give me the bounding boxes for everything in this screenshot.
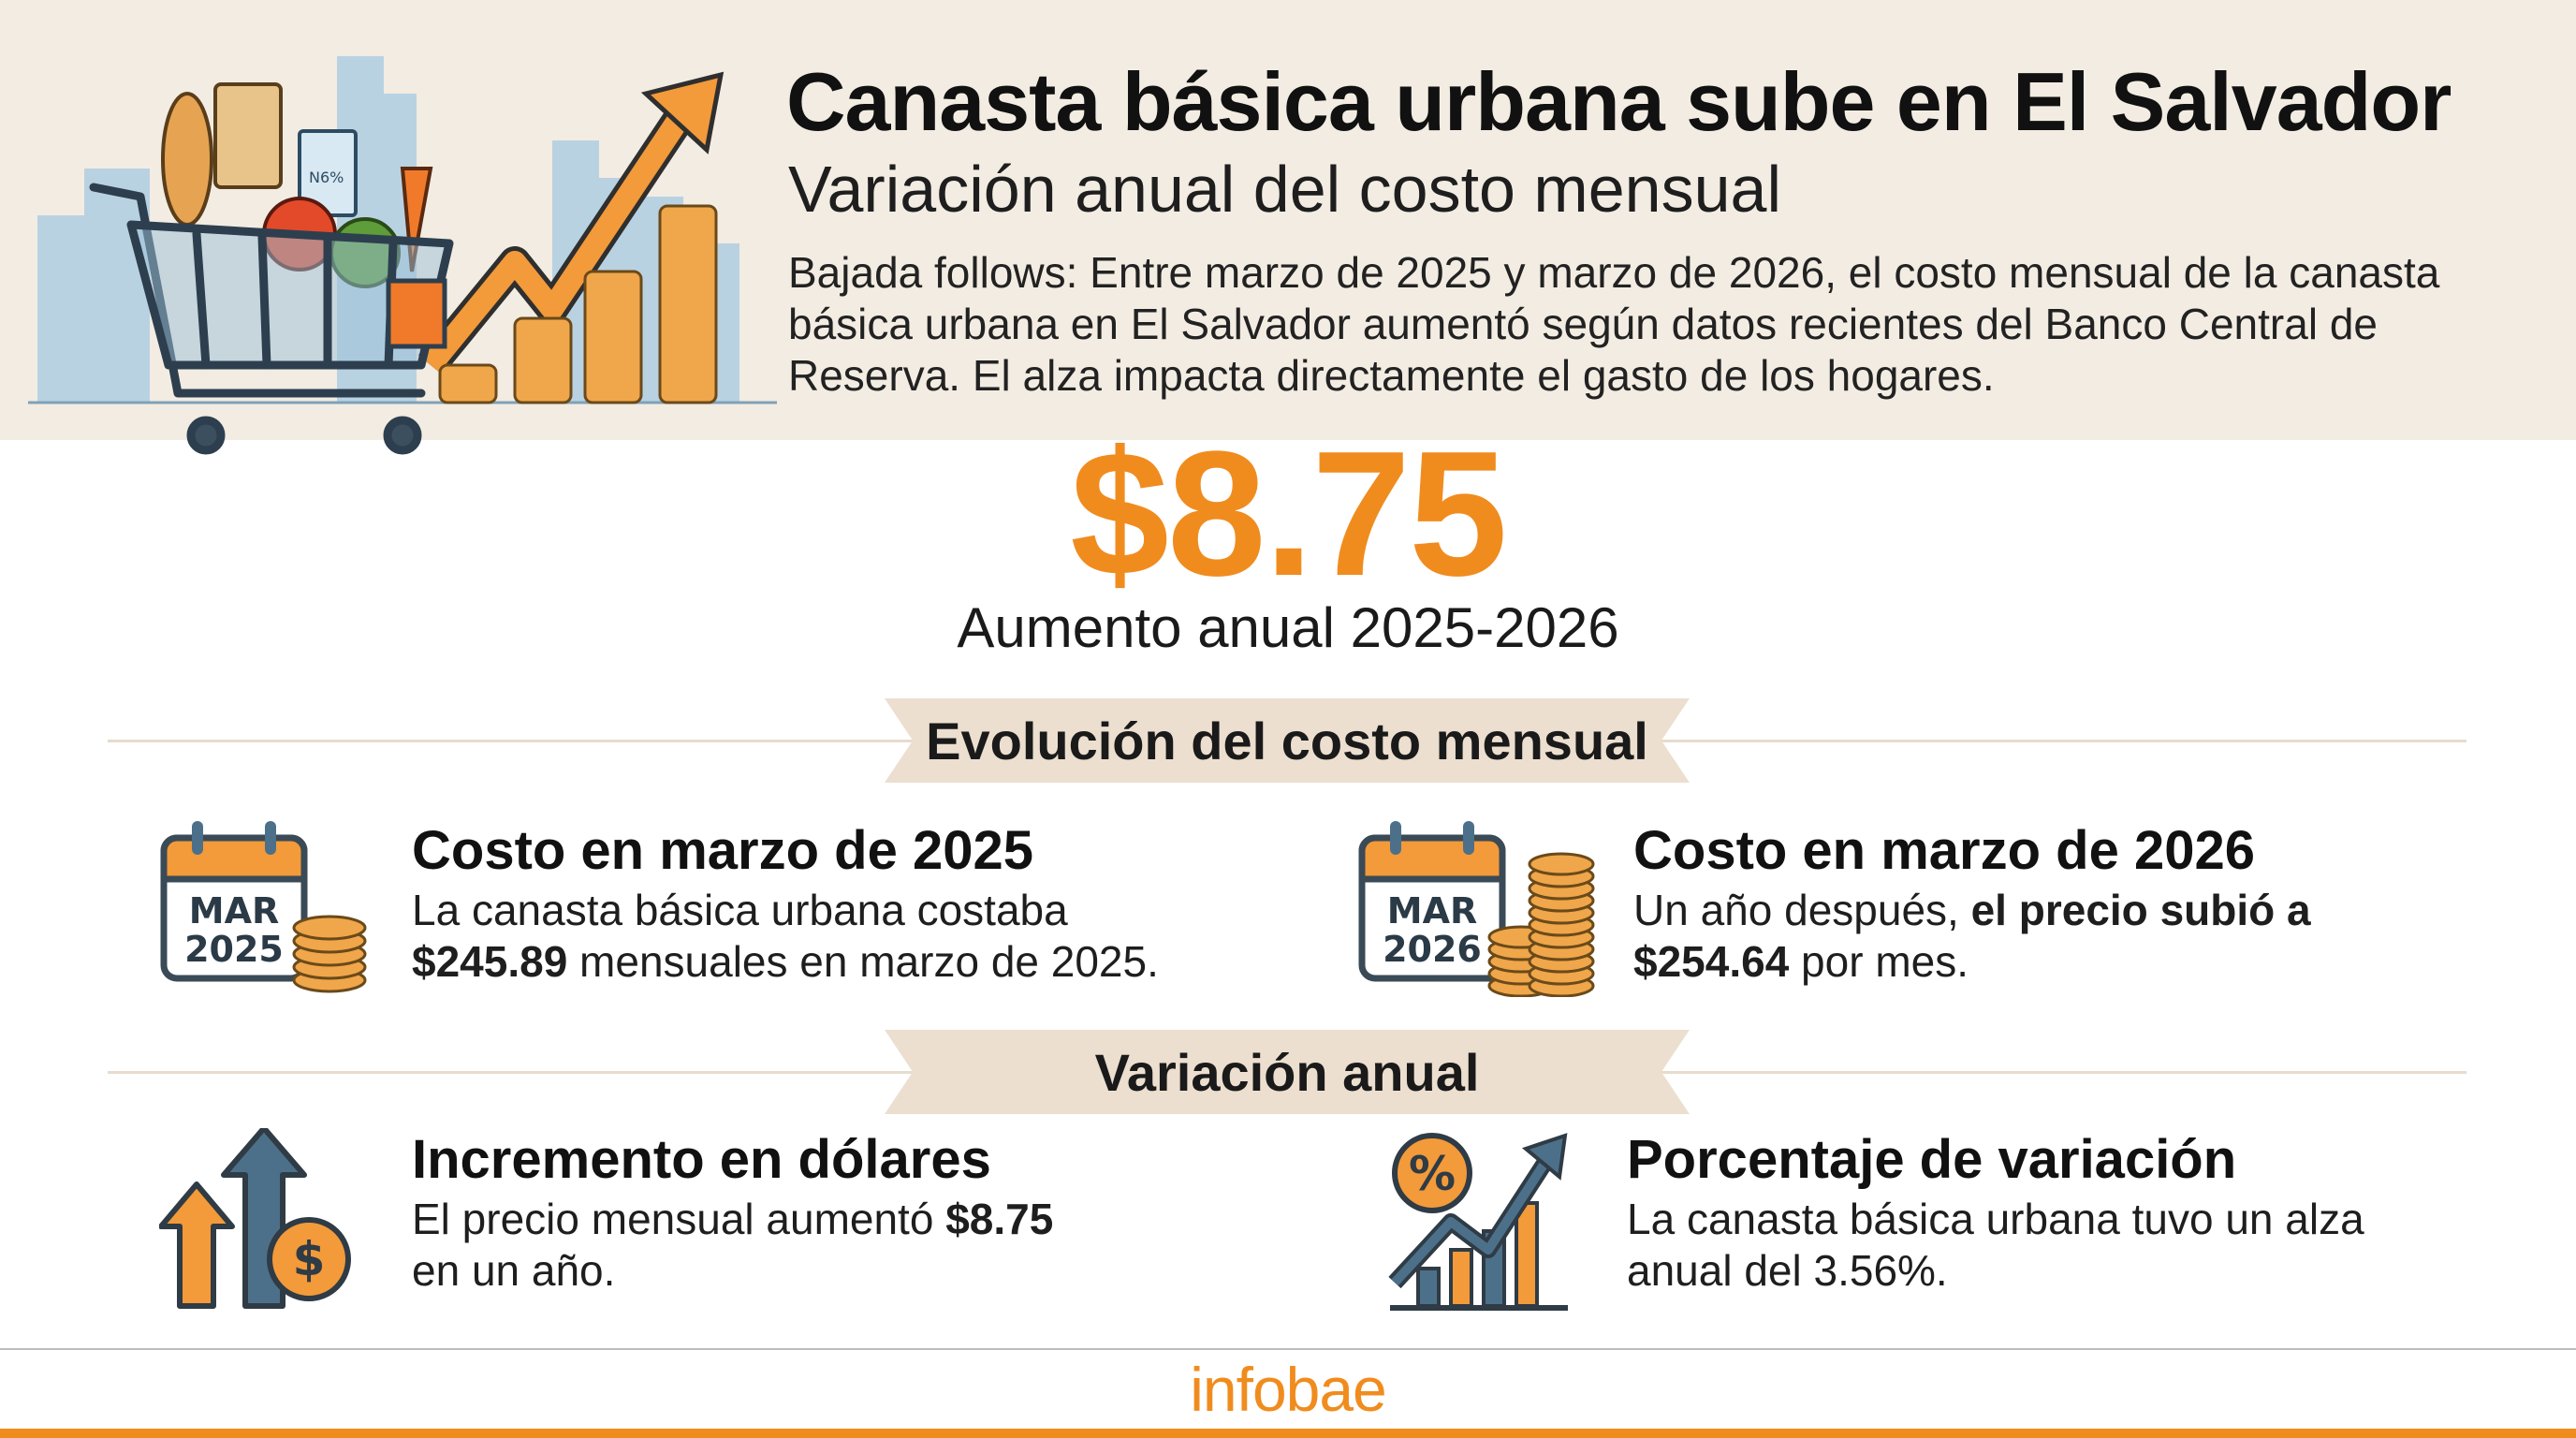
percent-rising-bar-chart-icon: %: [1388, 1133, 1568, 1311]
card-line-2: $254.64 por mes.: [1633, 936, 1969, 988]
svg-text:$: $: [293, 1232, 326, 1286]
lede-text: Bajada follows: Entre marzo de 2025 y ma…: [788, 248, 2440, 400]
calendar-year: 2025: [184, 929, 284, 970]
milk-label: N6%: [309, 169, 344, 186]
section-title-variation: Variación anual: [1094, 1042, 1480, 1102]
highlight-value: $8.75: [1070, 415, 1507, 613]
increase-amount: $8.75: [945, 1195, 1054, 1243]
coin-stacks-icon: [438, 204, 718, 404]
card-line-1-plain: El precio mensual aumentó: [412, 1195, 946, 1243]
footer-divider: [0, 1348, 2576, 1350]
card-line-2: en un año.: [412, 1246, 616, 1295]
card-line-2-rest: mensuales en marzo de 2025.: [567, 937, 1159, 986]
footer-accent-bar: [0, 1429, 2576, 1438]
card-line-1-plain: Un año después,: [1633, 886, 1971, 934]
card-line-1: La canasta básica urbana costaba: [412, 886, 1068, 934]
card-march-2025: MAR 2025 Costo en marzo de 2025 La canas…: [159, 819, 1282, 1006]
section-header-evolution: Evolución del costo mensual: [108, 698, 2466, 783]
shopping-cart-icon: [89, 183, 454, 455]
calendar-coins-icon: MAR 2025: [160, 821, 367, 993]
svg-text:%: %: [1409, 1147, 1456, 1201]
calendar-coins-icon: MAR 2026: [1358, 821, 1595, 997]
page-subtitle: Variación anual del costo mensual: [788, 153, 1782, 226]
infobae-logo[interactable]: infobae: [1190, 1355, 1387, 1424]
card-title: Porcentaje de variación: [1627, 1129, 2237, 1190]
card-line-2: $245.89 mensuales en marzo de 2025.: [412, 936, 1159, 988]
price-2025: $245.89: [412, 937, 568, 986]
section-header-variation: Variación anual: [108, 1030, 2466, 1114]
header-band: [0, 0, 2576, 440]
card-percentage: % Porcentaje de variación La canasta bás…: [1385, 1128, 2527, 1315]
calendar-month: MAR: [189, 890, 279, 932]
shopping-cart-illustration: N6%: [28, 56, 777, 455]
card-title: Costo en marzo de 2025: [412, 820, 1033, 881]
section-title-evolution: Evolución del costo mensual: [926, 711, 1648, 770]
card-line-1: Un año después, el precio subió a: [1633, 885, 2311, 936]
card-line-1: La canasta básica urbana tuvo un alza: [1627, 1195, 2364, 1243]
card-line-1: El precio mensual aumentó $8.75: [412, 1194, 1053, 1245]
calendar-year: 2026: [1383, 929, 1482, 970]
up-arrows-dollar-coin-icon: $: [159, 1128, 351, 1309]
section-ribbon: Evolución del costo mensual: [885, 698, 1690, 783]
calendar-month: MAR: [1387, 890, 1477, 932]
card-increase-dollars: $ Incremento en dólares El precio mensua…: [159, 1128, 1282, 1315]
card-line-1-bold: el precio subió a: [1970, 886, 2311, 934]
section-ribbon: Variación anual: [885, 1030, 1690, 1114]
highlight-caption: Aumento anual 2025-2026: [957, 596, 1619, 659]
card-title: Incremento en dólares: [412, 1129, 991, 1190]
card-line-2-rest: por mes.: [1789, 937, 1969, 986]
price-2026: $254.64: [1633, 937, 1790, 986]
card-line-2: anual del 3.56%.: [1627, 1246, 1948, 1295]
page-title: Canasta básica urbana sube en El Salvado…: [786, 55, 2452, 148]
card-title: Costo en marzo de 2026: [1633, 820, 2255, 881]
card-march-2026: MAR 2026 Costo en marzo de 2026 Un año d…: [1357, 819, 2527, 1006]
rising-arrow-icon: [417, 71, 724, 375]
